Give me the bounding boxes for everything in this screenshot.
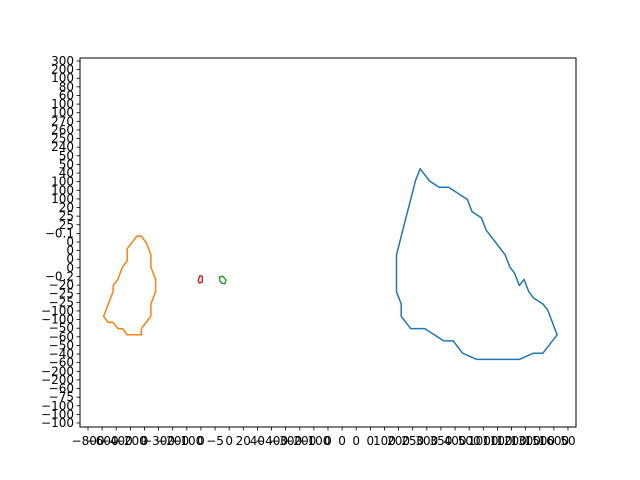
x-tick-label: 500 (458, 434, 481, 448)
y-tick-label: 250 (51, 132, 74, 146)
y-tick-label: 20 (59, 201, 74, 215)
x-tick-label: 250 (401, 434, 424, 448)
y-tick-label: 100 (51, 183, 74, 197)
x-tick-label: −400 (255, 434, 288, 448)
y-tick-label: −100 (41, 313, 74, 327)
y-tick-label: 0 (66, 252, 74, 266)
x-tick-label: 20 (236, 434, 251, 448)
y-tick-label: −100 (41, 407, 74, 421)
y-tick-label: −100 (41, 304, 74, 318)
x-tick-label: 0 (367, 434, 375, 448)
y-tick-label: 100 (51, 97, 74, 111)
y-tick-label: −200 (41, 373, 74, 387)
y-tick-label: −60 (49, 330, 74, 344)
series-line-2 (102, 235, 157, 336)
y-tick-label: 0 (66, 261, 74, 275)
y-tick-label: 100 (51, 175, 74, 189)
x-tick-label: 1200 (496, 434, 527, 448)
x-tick-label: 100 (373, 434, 396, 448)
x-tick-label: −200 (114, 434, 147, 448)
y-tick-label: 260 (51, 123, 74, 137)
x-tick-label: −300 (142, 434, 175, 448)
x-tick-label: 0 (352, 434, 360, 448)
x-tick-label: −300 (269, 434, 302, 448)
y-tick-label: 50 (59, 149, 74, 163)
x-tick-label: 1000 (468, 434, 499, 448)
y-tick-label: 40 (59, 166, 74, 180)
series-line-3 (218, 275, 227, 285)
x-tick-label: −400 (100, 434, 133, 448)
y-tick-label: 0 (66, 244, 74, 258)
y-tick-label: 100 (51, 192, 74, 206)
x-tick-label: 350 (429, 434, 452, 448)
y-tick-label: −100 (41, 399, 74, 413)
x-tick-label: 1600 (539, 434, 570, 448)
x-tick-label: 200 (387, 434, 410, 448)
y-tick-label: 100 (51, 71, 74, 85)
y-tick-label: −40 (49, 347, 74, 361)
x-tick-label: 50 (560, 434, 575, 448)
x-tick-label: 0 (338, 434, 346, 448)
y-tick-label: −25 (49, 295, 74, 309)
x-tick-label: −100 (297, 434, 330, 448)
y-tick-label: 25 (59, 209, 74, 223)
y-tick-label: 80 (59, 80, 74, 94)
x-tick-label: 400 (444, 434, 467, 448)
x-tick-label: 1300 (510, 434, 541, 448)
y-tick-label: 300 (51, 54, 74, 68)
y-tick-label: −60 (49, 356, 74, 370)
x-tick-label: 300 (415, 434, 438, 448)
y-tick-label: −50 (49, 321, 74, 335)
y-tick-label: 60 (59, 88, 74, 102)
y-tick-label: −75 (49, 390, 74, 404)
y-tick-label: −20 (49, 278, 74, 292)
y-tick-label: 270 (51, 114, 74, 128)
x-tick-label: 0 (225, 434, 233, 448)
x-tick-label: −200 (283, 434, 316, 448)
y-tick-label: 25 (59, 218, 74, 232)
x-tick-label: −200 (156, 434, 189, 448)
y-tick-label: 200 (51, 63, 74, 77)
y-tick-label: 100 (51, 106, 74, 120)
x-tick-label: −800 (72, 434, 105, 448)
y-tick-label: −200 (41, 364, 74, 378)
x-tick-label: 1500 (524, 434, 555, 448)
x-tick-label: −100 (170, 434, 203, 448)
x-tick-label: 0 (141, 434, 149, 448)
series-line-1 (395, 167, 558, 361)
y-tick-label: −0.1 (45, 226, 74, 240)
y-tick-label: 50 (59, 157, 74, 171)
series-line-4 (197, 274, 204, 284)
y-tick-label: −60 (49, 382, 74, 396)
y-tick-label: −50 (49, 338, 74, 352)
y-tick-label: −100 (41, 416, 74, 430)
y-tick-label: −25 (49, 287, 74, 301)
x-tick-label: −5 (206, 434, 224, 448)
y-tick-label: 0 (66, 235, 74, 249)
y-tick-label: 240 (51, 140, 74, 154)
x-tick-label: 0 (324, 434, 332, 448)
x-tick-label: 1100 (482, 434, 513, 448)
y-axis-ticks: 3002001008060100100270260250240505040100… (41, 54, 80, 430)
y-tick-label: −0.2 (45, 269, 74, 283)
series-layer (102, 167, 558, 361)
x-tick-label: −600 (86, 434, 119, 448)
x-tick-label: 0 (197, 434, 205, 448)
x-tick-label: 40 (250, 434, 265, 448)
